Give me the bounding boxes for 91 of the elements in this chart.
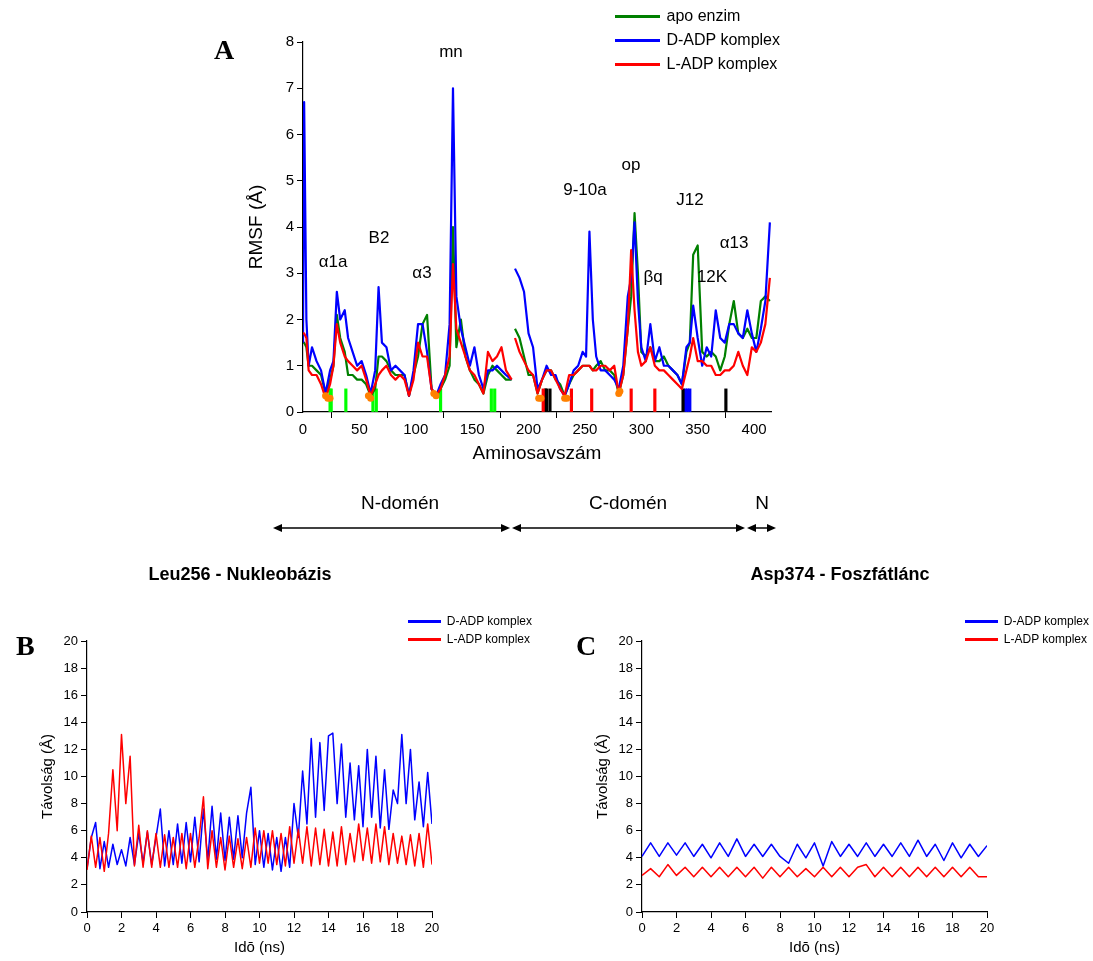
- annotation: 9-10a: [562, 179, 608, 201]
- text: A: [214, 34, 235, 66]
- y-axis-title: Távolság (Å): [38, 733, 56, 820]
- legend-label: D-ADP komplex: [446, 614, 532, 628]
- x-tick-label: 2: [117, 920, 126, 936]
- x-tick-label: 150: [459, 420, 485, 438]
- x-tick-label: 20: [424, 920, 440, 936]
- x-tick-label: 4: [707, 920, 715, 936]
- y-tick-label: 2: [285, 309, 294, 327]
- text: C-domén: [587, 492, 669, 514]
- x-tick-label: 8: [776, 920, 784, 936]
- text: N: [754, 492, 770, 514]
- x-tick-label: 10: [252, 920, 267, 936]
- y-tick-label: 16: [618, 686, 633, 702]
- x-tick-label: 18: [390, 920, 405, 936]
- y-tick-label: 7: [285, 78, 294, 96]
- x-tick-label: 2: [672, 920, 681, 936]
- y-tick-label: 20: [618, 632, 633, 648]
- x-tick-label: 14: [321, 920, 336, 936]
- legend-label: L-ADP komplex: [1003, 632, 1088, 646]
- text: C: [576, 630, 597, 662]
- legend-label: D-ADP komplex: [666, 31, 780, 49]
- y-tick-label: 12: [63, 740, 78, 756]
- y-tick-label: 3: [285, 263, 294, 281]
- x-tick-label: 20: [979, 920, 995, 936]
- y-tick-label: 5: [285, 170, 294, 188]
- x-tick-label: 50: [351, 420, 368, 438]
- y-axis-title: RMSF (Å): [244, 184, 266, 270]
- x-axis-title: Idō (ns): [234, 938, 285, 956]
- y-tick-label: 8: [285, 32, 294, 50]
- y-tick-label: 14: [63, 713, 78, 729]
- y-tick-label: 8: [70, 795, 78, 811]
- annotation: α3: [411, 262, 433, 284]
- y-tick-label: 1: [285, 355, 294, 373]
- legend-label: apo enzim: [666, 7, 741, 25]
- x-axis-title: Idō (ns): [789, 938, 840, 956]
- y-tick-label: 0: [70, 903, 78, 919]
- y-tick-label: 10: [618, 768, 633, 784]
- y-tick-label: 6: [70, 822, 78, 838]
- chart-title: Asp374 - Foszfátlánc: [749, 564, 931, 585]
- x-tick-label: 300: [628, 420, 654, 438]
- y-tick-label: 18: [618, 659, 633, 675]
- y-tick-label: 0: [285, 402, 294, 420]
- y-tick-label: 2: [625, 876, 633, 892]
- y-tick-label: 10: [63, 768, 78, 784]
- y-tick-label: 16: [63, 686, 78, 702]
- legend-label: L-ADP komplex: [666, 55, 778, 73]
- x-tick-label: 16: [910, 920, 926, 936]
- text: N-domén: [359, 492, 441, 514]
- chart-title: Leu256 - Nukleobázis: [147, 564, 333, 585]
- legend-label: D-ADP komplex: [1003, 614, 1089, 628]
- legend-label: L-ADP komplex: [446, 632, 531, 646]
- x-tick-label: 200: [516, 420, 542, 438]
- y-tick-label: 8: [625, 795, 633, 811]
- x-tick-label: 0: [298, 420, 308, 438]
- x-tick-label: 100: [403, 420, 429, 438]
- x-tick-label: 350: [685, 420, 711, 438]
- y-tick-label: 14: [618, 713, 633, 729]
- x-tick-label: 4: [152, 920, 160, 936]
- x-tick-label: 12: [841, 920, 857, 936]
- y-tick-label: 4: [625, 849, 633, 865]
- y-tick-label: 12: [618, 740, 633, 756]
- annotation: α13: [718, 232, 750, 254]
- x-tick-label: 10: [807, 920, 822, 936]
- y-tick-label: 0: [625, 903, 633, 919]
- annotation: βq: [642, 266, 664, 288]
- y-tick-label: 2: [70, 876, 78, 892]
- x-tick-label: 16: [355, 920, 371, 936]
- x-tick-label: 6: [186, 920, 195, 936]
- y-tick-label: 20: [63, 632, 78, 648]
- y-tick-label: 4: [70, 849, 78, 865]
- x-tick-label: 6: [741, 920, 750, 936]
- x-tick-label: 14: [876, 920, 891, 936]
- x-tick-label: 8: [221, 920, 229, 936]
- y-axis-title: Távolság (Å): [593, 733, 611, 820]
- y-tick-label: 6: [285, 124, 294, 142]
- annotation: mn: [438, 41, 464, 63]
- x-tick-label: 0: [83, 920, 91, 936]
- annotation: op: [620, 154, 642, 176]
- text: B: [16, 630, 35, 662]
- annotation: B2: [367, 227, 391, 249]
- y-tick-label: 6: [625, 822, 633, 838]
- y-tick-label: 4: [285, 217, 294, 235]
- x-axis-title: Aminosavszám: [472, 441, 602, 463]
- annotation: α1a: [317, 251, 349, 273]
- annotation: J12: [675, 189, 705, 211]
- x-tick-label: 18: [945, 920, 960, 936]
- y-tick-label: 18: [63, 659, 78, 675]
- x-tick-label: 400: [741, 420, 767, 438]
- x-tick-label: 250: [572, 420, 598, 438]
- x-tick-label: 0: [638, 920, 646, 936]
